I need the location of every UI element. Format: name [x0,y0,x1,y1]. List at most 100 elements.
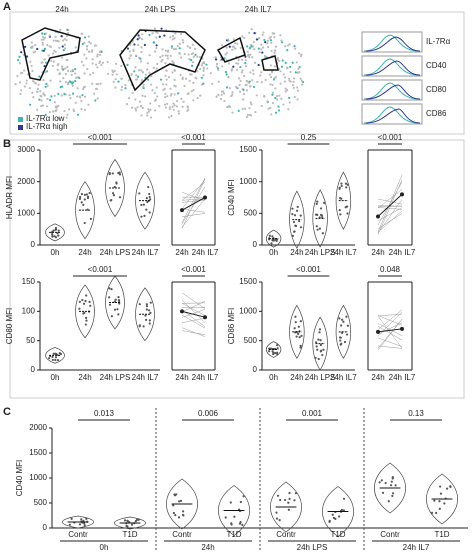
tsne-dot [254,111,256,113]
tsne-dot [149,54,151,56]
y-tick-label: 500 [34,498,48,507]
tsne-dot [86,45,88,47]
tsne-dot [216,65,218,67]
p-value: 0.048 [380,265,401,274]
tsne-dot [49,99,51,101]
tsne-dot [62,69,64,71]
tsne-dot [14,83,16,85]
p-value: <0.001 [181,265,206,274]
tsne-dot [180,56,182,58]
p-value: <0.001 [88,265,113,274]
data-dot [276,240,278,242]
data-dot [320,339,322,341]
tsne-dot [57,64,59,66]
tsne-dot [135,109,137,111]
tsne-dot [140,105,142,107]
data-dot [230,501,232,503]
tsne-dot [168,76,170,78]
data-dot [84,222,86,224]
tsne-dot [187,106,189,108]
tsne-dot [162,55,164,57]
tsne-dot [69,97,71,99]
data-dot [146,303,148,305]
tsne-dot [60,35,62,37]
data-dot [53,353,55,355]
data-dot [149,312,151,314]
tsne-dot [275,46,277,48]
tsne-dot [231,69,233,71]
tsne-dot [199,94,201,96]
tsne-dot [192,61,194,63]
tsne-dot [247,51,249,53]
tsne-dot [271,94,273,96]
tsne-dot [223,92,225,94]
tsne-dot [269,107,271,109]
tsne-dot [165,106,167,108]
tsne-dot [232,66,234,68]
data-dot [111,315,113,317]
data-dot [300,345,302,347]
p-value: <0.001 [296,265,321,274]
y-tick-label: 0 [253,365,258,374]
tsne-dot [46,98,48,100]
tsne-dot [141,38,143,40]
tsne-dot [261,105,263,107]
tsne-title: 24h IL7 [245,5,272,14]
data-dot [83,303,85,305]
tsne-dot [196,97,198,99]
data-dot [439,485,441,487]
data-dot [174,514,176,516]
tsne-dot [276,99,278,101]
data-dot [139,303,141,305]
tsne-dot [251,45,253,47]
tsne-dot [151,89,153,91]
tsne-dot [41,39,43,41]
histogram-box [362,56,422,76]
data-dot [55,229,57,231]
data-dot [115,299,117,301]
data-dot [292,235,294,237]
data-dot [338,188,340,190]
y-tick-label: 1500 [29,448,47,457]
tsne-dot [68,108,70,110]
data-dot [79,523,81,525]
x-tick-label: 24h [175,373,188,382]
tsne-dot [65,81,67,83]
pair-point [180,208,184,212]
histogram-box [362,104,422,124]
histogram-curve [364,35,418,51]
x-tick-label: 24h IL7 [132,248,159,257]
tsne-dot [267,40,269,42]
tsne-dot [155,37,157,39]
data-dot [345,186,347,188]
tsne-dot [140,46,142,48]
tsne-dot [252,69,254,71]
tsne-dot [236,87,238,89]
tsne-dot [270,64,272,66]
pair-line [182,300,205,323]
tsne-dot [44,94,46,96]
tsne-dot [191,65,193,67]
y-tick-label: 50 [26,336,35,345]
tsne-dot [66,29,68,31]
data-dot [433,500,435,502]
tsne-dot [132,49,134,51]
data-dot [346,333,348,335]
data-dot [51,356,53,358]
tsne-dot [172,103,174,105]
data-dot [341,319,343,321]
tsne-dot [154,92,156,94]
tsne-dot [37,88,39,90]
tsne-dot [97,53,99,55]
data-dot [178,500,180,502]
x-tick-label: 24h LPS [100,373,131,382]
tsne-dot [83,86,85,88]
data-dot [288,509,290,511]
tsne-dot [72,85,74,87]
tsne-dot [201,64,203,66]
tsne-dot [195,77,197,79]
y-tick-label: 2000 [29,423,47,432]
x-tick-label: 24h IL7 [330,373,357,382]
data-dot [379,481,381,483]
p-value: 0.013 [94,409,115,418]
